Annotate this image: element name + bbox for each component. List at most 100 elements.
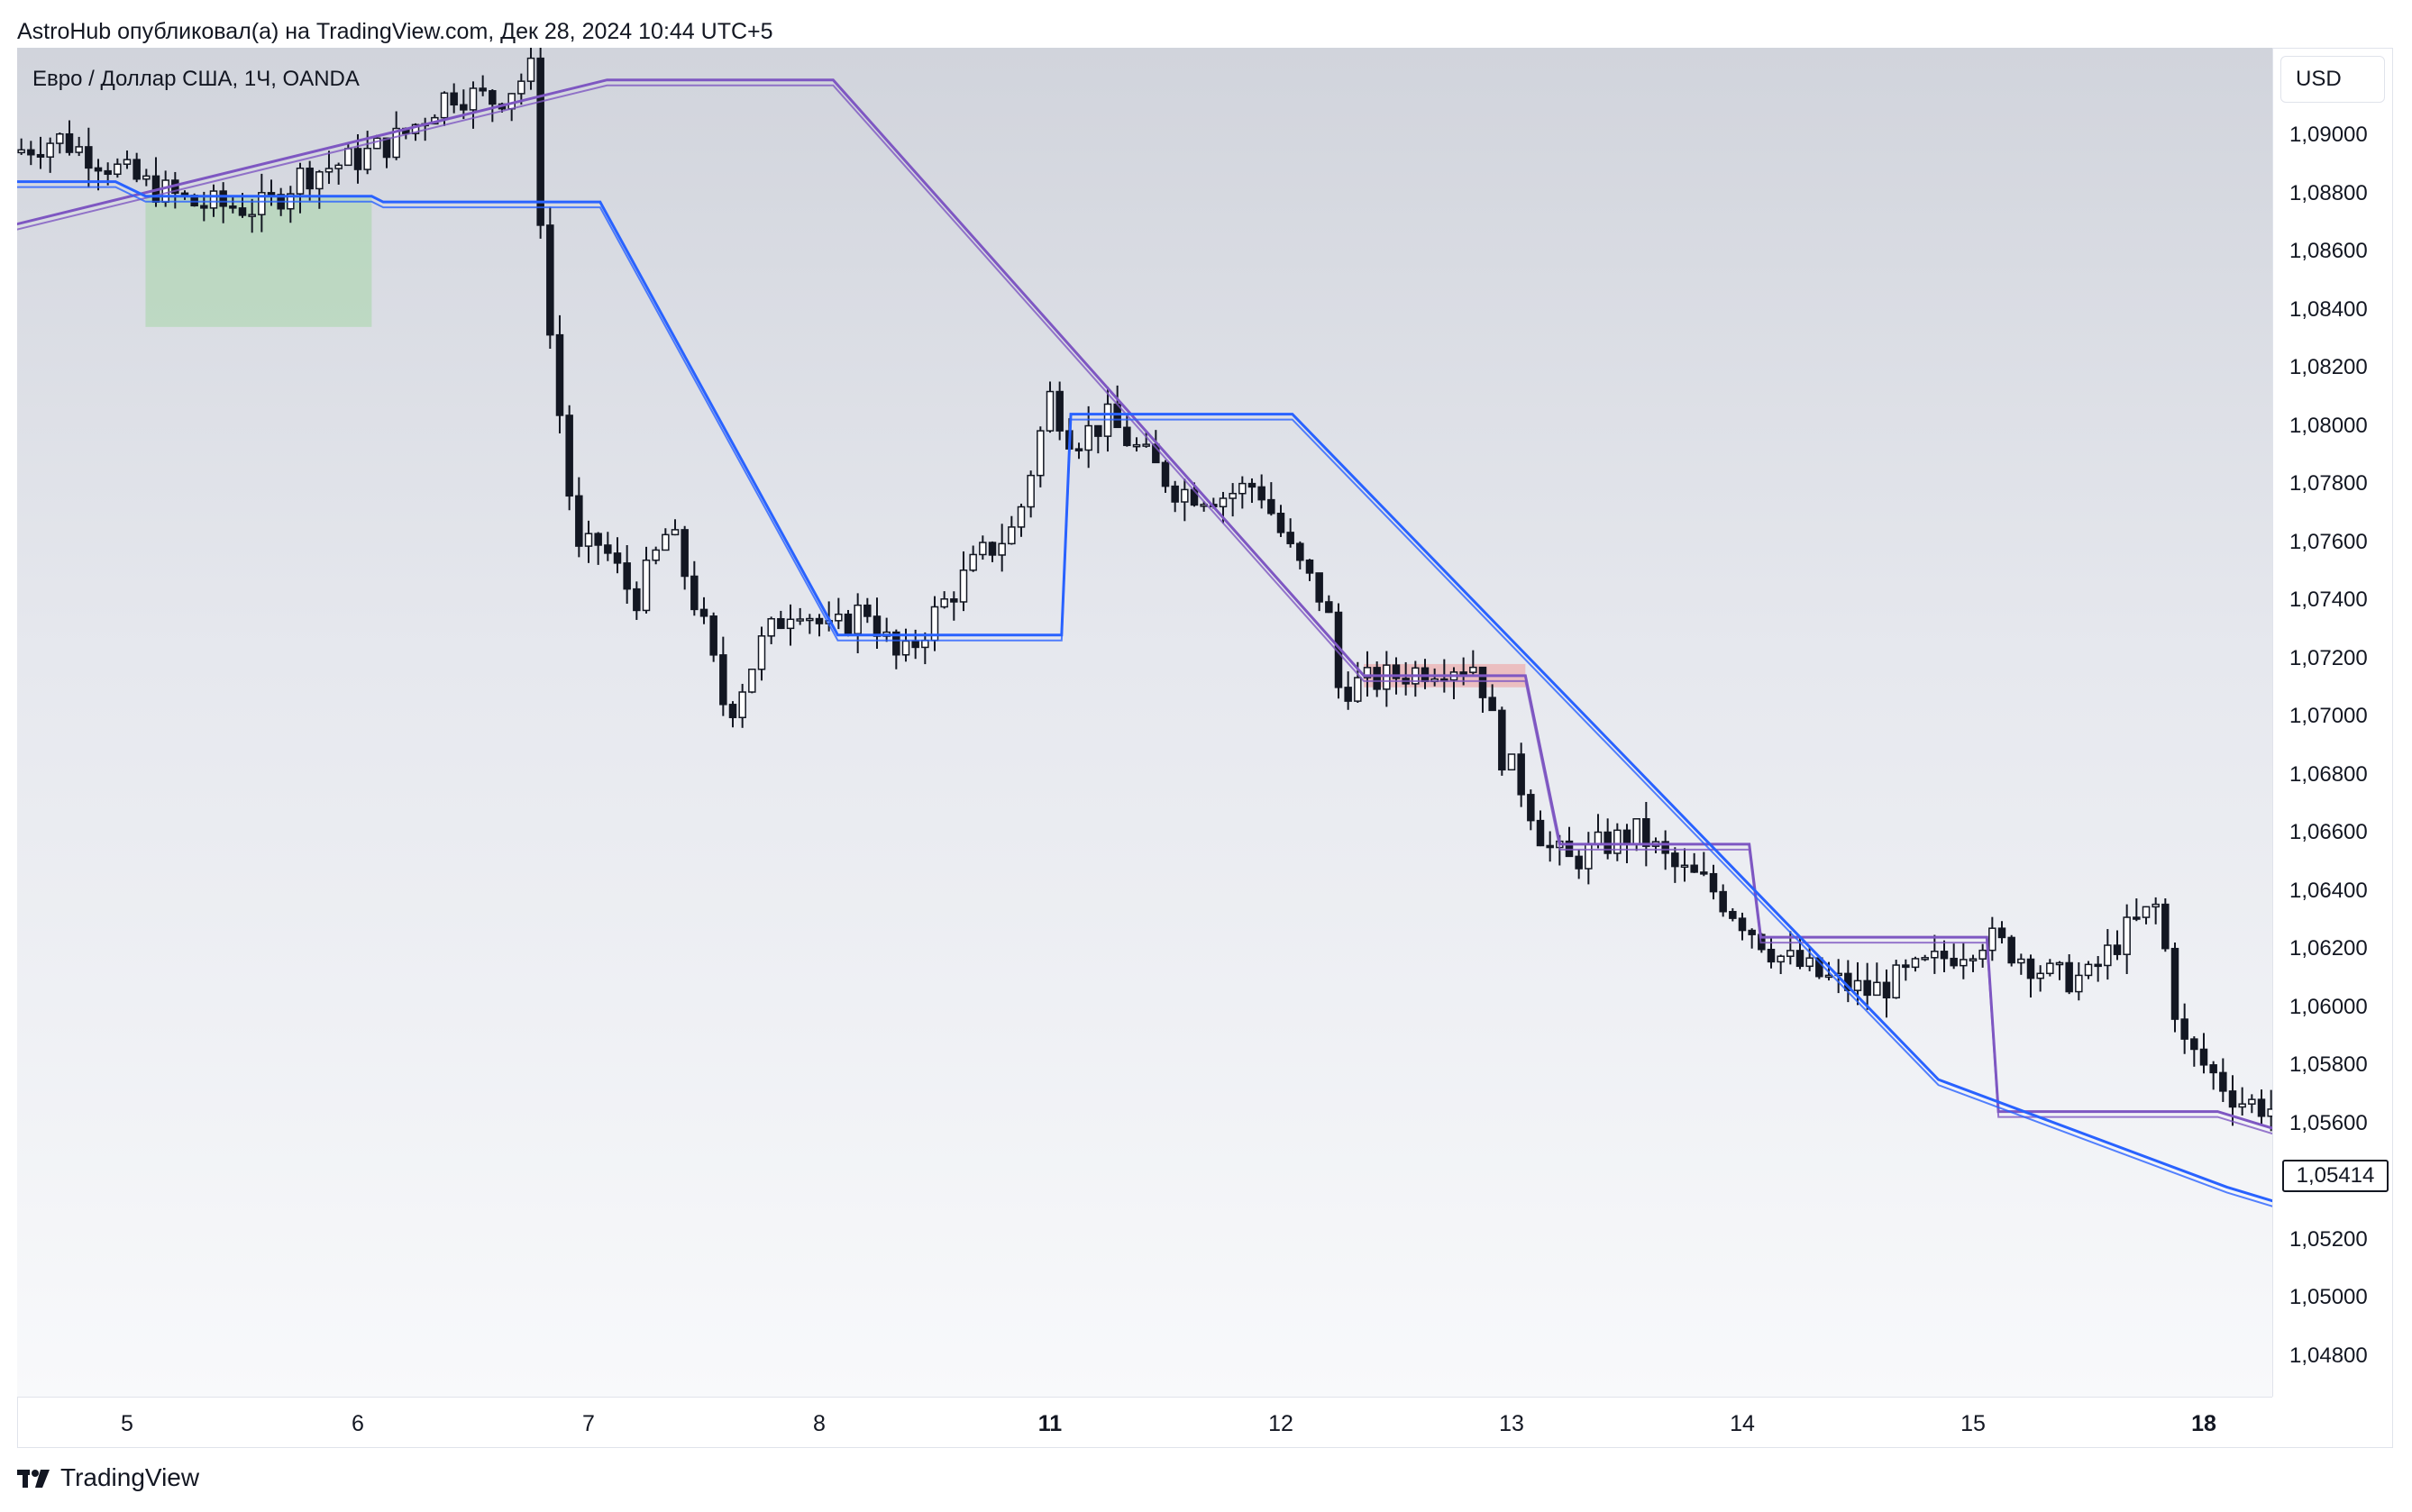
candle-body-30 [306,167,314,190]
candle-body-232 [2248,1098,2256,1105]
price-axis[interactable] [2272,48,2393,1397]
candle-body-164 [1594,831,1603,845]
candle-body-31 [315,171,324,190]
candle-body-5 [65,132,74,153]
candle-body-21 [219,190,227,207]
candle-body-156 [1517,753,1525,796]
last-price-label: 1,05414 [2282,1160,2389,1192]
candle-body-15 [161,179,169,204]
candle-body-194 [1882,981,1891,998]
price-tick: 1,06400 [2289,878,2368,903]
candle-body-86 [844,613,853,635]
price-tick: 1,07000 [2289,704,2368,728]
candle-body-229 [2219,1071,2227,1092]
price-tick: 1,07400 [2289,587,2368,612]
candle-body-199 [1931,951,1939,959]
candle-body-220 [2133,916,2141,920]
candle-body-221 [2142,906,2151,918]
candle-body-11 [123,159,132,165]
candle-body-121 [1181,488,1189,503]
candle-body-81 [796,618,804,622]
candle-body-37 [373,137,381,150]
candle-body-185 [1795,950,1804,968]
candle-body-67 [662,533,670,551]
candle-body-115 [1123,426,1131,447]
price-tick: 1,05000 [2289,1285,2368,1309]
candle-body-168 [1632,818,1640,845]
candle-body-143 [1392,664,1401,679]
candle-body-131 [1276,513,1285,533]
candle-body-179 [1738,917,1747,932]
candle-body-151 [1469,666,1477,673]
candle-body-172 [1671,852,1679,868]
price-tick: 1,07200 [2289,645,2368,670]
candle-body-141 [1373,667,1381,690]
candle-body-138 [1344,687,1352,702]
price-tick: 1,06800 [2289,761,2368,787]
plot-area[interactable] [17,48,2272,1397]
time-tick: 15 [1960,1411,1986,1436]
candle-body-100 [979,542,987,556]
candle-body-210 [2036,972,2044,979]
candle-body-99 [969,553,977,571]
candle-body-191 [1853,979,1862,991]
candle-body-117 [1142,443,1150,447]
candle-body-169 [1642,818,1650,847]
candle-body-65 [642,559,651,612]
candle-body-217 [2104,944,2112,967]
candle-body-167 [1622,829,1631,845]
candle-body-110 [1074,448,1083,451]
candle-body-59 [584,533,593,547]
candle-body-205 [1988,927,1996,952]
time-tick: 8 [813,1411,826,1436]
candle-body-180 [1748,929,1756,935]
candle-body-87 [854,604,862,635]
candle-body-6 [75,146,83,153]
candle-body-130 [1267,498,1275,515]
candle-body-96 [940,598,948,608]
candle-body-20 [209,190,218,209]
candle-body-103 [1008,526,1016,545]
candle-body-158 [1536,819,1545,847]
candle-body-176 [1709,872,1718,893]
candle-body-101 [988,542,997,556]
candle-body-140 [1363,667,1372,679]
candle-body-45 [450,92,458,106]
candle-body-193 [1873,981,1881,997]
price-tick: 1,08000 [2289,413,2368,438]
candle-body-128 [1247,482,1256,488]
candle-body-211 [2046,962,2054,975]
candle-body-69 [681,529,689,578]
currency-button[interactable]: USD [2280,56,2385,103]
candle-body-34 [344,148,352,167]
candle-body-9 [104,169,112,176]
time-tick: 5 [121,1411,133,1436]
price-chart[interactable] [17,48,2272,1397]
candle-body-135 [1315,572,1323,603]
candle-body-88 [863,604,872,617]
candle-body-76 [748,669,756,693]
candle-body-171 [1661,841,1669,854]
price-tick: 1,08600 [2289,239,2368,263]
candle-body-74 [728,704,737,719]
candle-body-222 [2152,903,2160,908]
candle-body-153 [1488,697,1496,712]
candle-body-13 [142,175,151,180]
candle-body-82 [806,617,814,622]
tradingview-brand[interactable]: TradingView [17,1463,199,1492]
candle-body-52 [517,80,525,95]
candle-body-79 [777,617,785,630]
candle-body-234 [2267,1108,2272,1117]
candle-body-177 [1719,890,1727,913]
time-axis[interactable] [17,1397,2272,1448]
candle-body-219 [2123,916,2131,955]
price-tick: 1,08800 [2289,180,2368,205]
candle-body-175 [1700,871,1708,875]
candle-body-120 [1171,485,1179,503]
zone-0 [145,196,372,327]
candle-body-61 [604,544,612,554]
candle-body-46 [460,104,468,111]
candle-body-94 [921,639,929,649]
candle-body-24 [248,214,256,217]
price-tick: 1,06000 [2289,994,2368,1019]
